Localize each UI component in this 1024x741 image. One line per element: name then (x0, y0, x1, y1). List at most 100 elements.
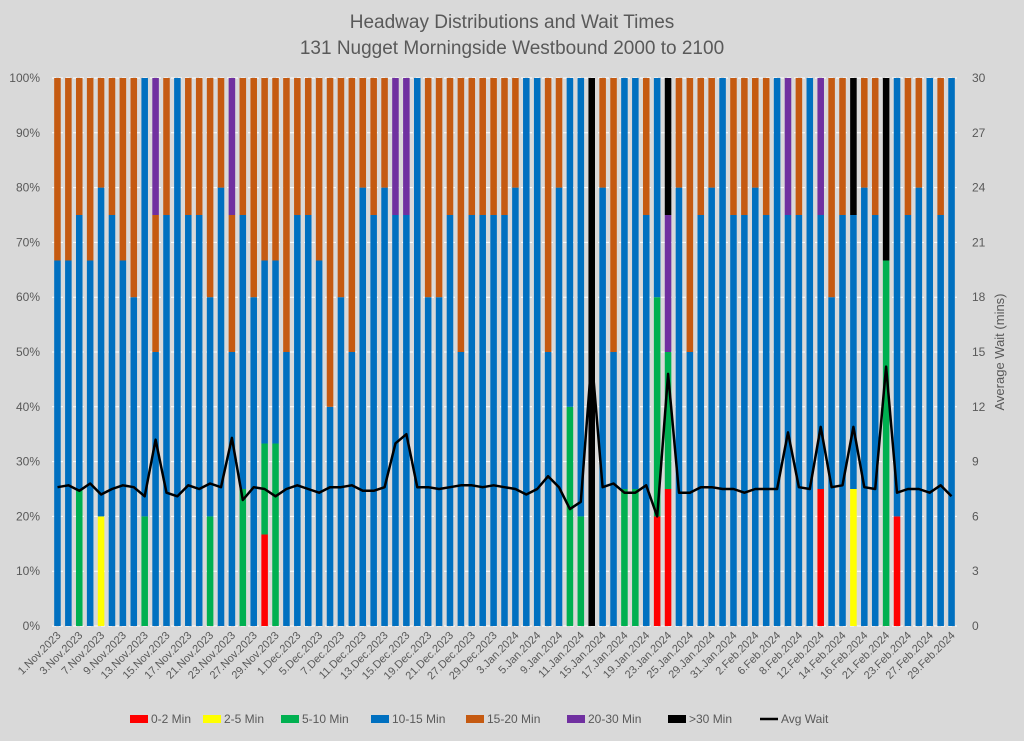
bar-segment (446, 78, 454, 215)
bar-segment (403, 215, 410, 626)
bar-segment (555, 187, 563, 626)
bar-segment (108, 78, 116, 215)
bar-stack (435, 78, 443, 626)
bar-segment (326, 406, 334, 626)
bar-segment (730, 78, 737, 215)
legend-label: Avg Wait (781, 712, 829, 726)
bar-segment (152, 352, 159, 626)
bar-segment (206, 297, 214, 517)
bar-stack (501, 78, 508, 626)
bar-segment (261, 534, 268, 626)
bar-segment (65, 78, 72, 261)
bar-segment (512, 187, 519, 626)
y2-axis-title: Average Wait (mins) (992, 293, 1007, 410)
bar-stack (882, 78, 890, 626)
bar-stack (490, 78, 497, 626)
bar-stack (86, 78, 94, 626)
bar-segment (414, 78, 421, 626)
bar-segment (762, 78, 770, 215)
bar-stack (806, 78, 814, 626)
bar-stack (206, 78, 214, 626)
y-tick-label: 20% (16, 509, 40, 523)
chart-subtitle: 131 Nugget Morningside Westbound 2000 to… (300, 38, 724, 59)
bar-segment (861, 78, 868, 188)
bar-stack (795, 78, 803, 626)
bar-stack (457, 78, 465, 626)
bar-segment (926, 78, 934, 626)
bar-segment (686, 352, 694, 626)
bar-segment (599, 78, 606, 188)
bar-segment (610, 78, 617, 352)
bar-segment (446, 215, 454, 626)
bar-segment (239, 489, 247, 626)
bar-segment (850, 215, 857, 489)
bar-segment (708, 187, 715, 626)
bar-segment (741, 215, 748, 626)
y2-tick-label: 21 (972, 235, 986, 249)
bar-stack (163, 78, 170, 626)
y2-tick-label: 27 (972, 126, 986, 140)
y-tick-label: 100% (9, 71, 40, 85)
bar-segment (839, 78, 846, 215)
bar-stack (152, 78, 159, 626)
bar-stack (119, 78, 127, 626)
bar-segment (490, 78, 497, 215)
y2-tick-label: 30 (972, 71, 986, 85)
bar-stack (686, 78, 694, 626)
bar-stack (424, 78, 432, 626)
bar-segment (806, 78, 814, 626)
bar-segment (250, 78, 257, 298)
bar-segment (261, 260, 268, 444)
bar-segment (381, 78, 388, 188)
bar-segment (294, 215, 301, 626)
bar-segment (752, 78, 759, 188)
y-tick-label: 0% (23, 619, 41, 633)
bar-segment (315, 260, 323, 626)
bar-segment (370, 78, 377, 215)
bar-segment (828, 297, 835, 626)
bar-segment (621, 78, 628, 489)
bar-segment (610, 352, 617, 626)
bar-segment (228, 352, 236, 626)
bar-segment (250, 297, 257, 626)
legend-label: 0-2 Min (151, 712, 191, 726)
legend-item: 0-2 Min (130, 712, 191, 726)
bar-segment (119, 78, 127, 261)
bar-segment (555, 78, 563, 188)
legend-swatch (567, 715, 585, 723)
bar-segment (817, 489, 824, 626)
legend-swatch (281, 715, 299, 723)
bar-segment (86, 78, 94, 261)
bar-segment (152, 215, 159, 352)
bar-segment (152, 78, 159, 215)
y2-tick-label: 6 (972, 509, 979, 523)
bar-segment (195, 215, 203, 626)
bar-stack (75, 78, 83, 626)
y2-tick-label: 9 (972, 455, 979, 469)
bar-segment (664, 215, 672, 352)
legend-label: 5-10 Min (302, 712, 349, 726)
bar-stack (195, 78, 203, 626)
bar-segment (174, 78, 181, 626)
legend-item: 15-20 Min (466, 712, 540, 726)
y2-tick-label: 24 (972, 181, 986, 195)
bar-stack (381, 78, 388, 626)
bar-segment (97, 187, 105, 517)
bar-stack (523, 78, 530, 626)
bar-segment (97, 516, 105, 626)
bar-segment (479, 78, 486, 215)
bar-segment (86, 260, 94, 626)
bar-segment (850, 78, 857, 215)
bar-segment (75, 215, 83, 489)
bar-stack (904, 78, 912, 626)
bar-segment (937, 215, 944, 626)
bar-segment (337, 297, 345, 626)
bar-segment (523, 78, 530, 626)
bar-segment (97, 78, 105, 188)
bar-segment (457, 78, 465, 352)
bar-stack (915, 78, 923, 626)
bar-segment (54, 78, 61, 261)
bar-segment (861, 187, 868, 626)
y-tick-label: 40% (16, 400, 40, 414)
